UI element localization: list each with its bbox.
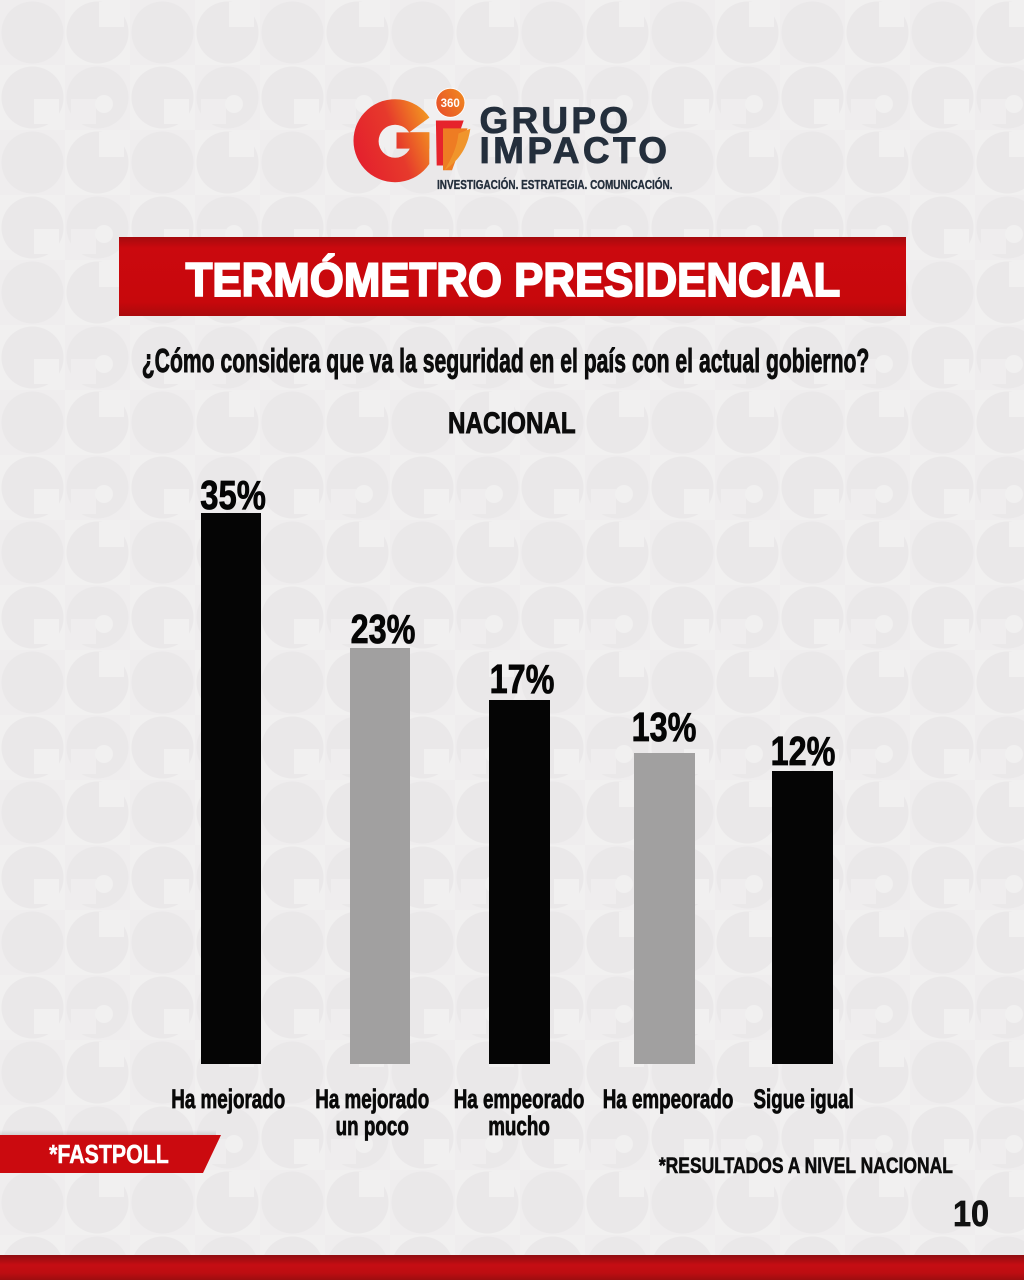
svg-text:360: 360: [441, 98, 460, 110]
